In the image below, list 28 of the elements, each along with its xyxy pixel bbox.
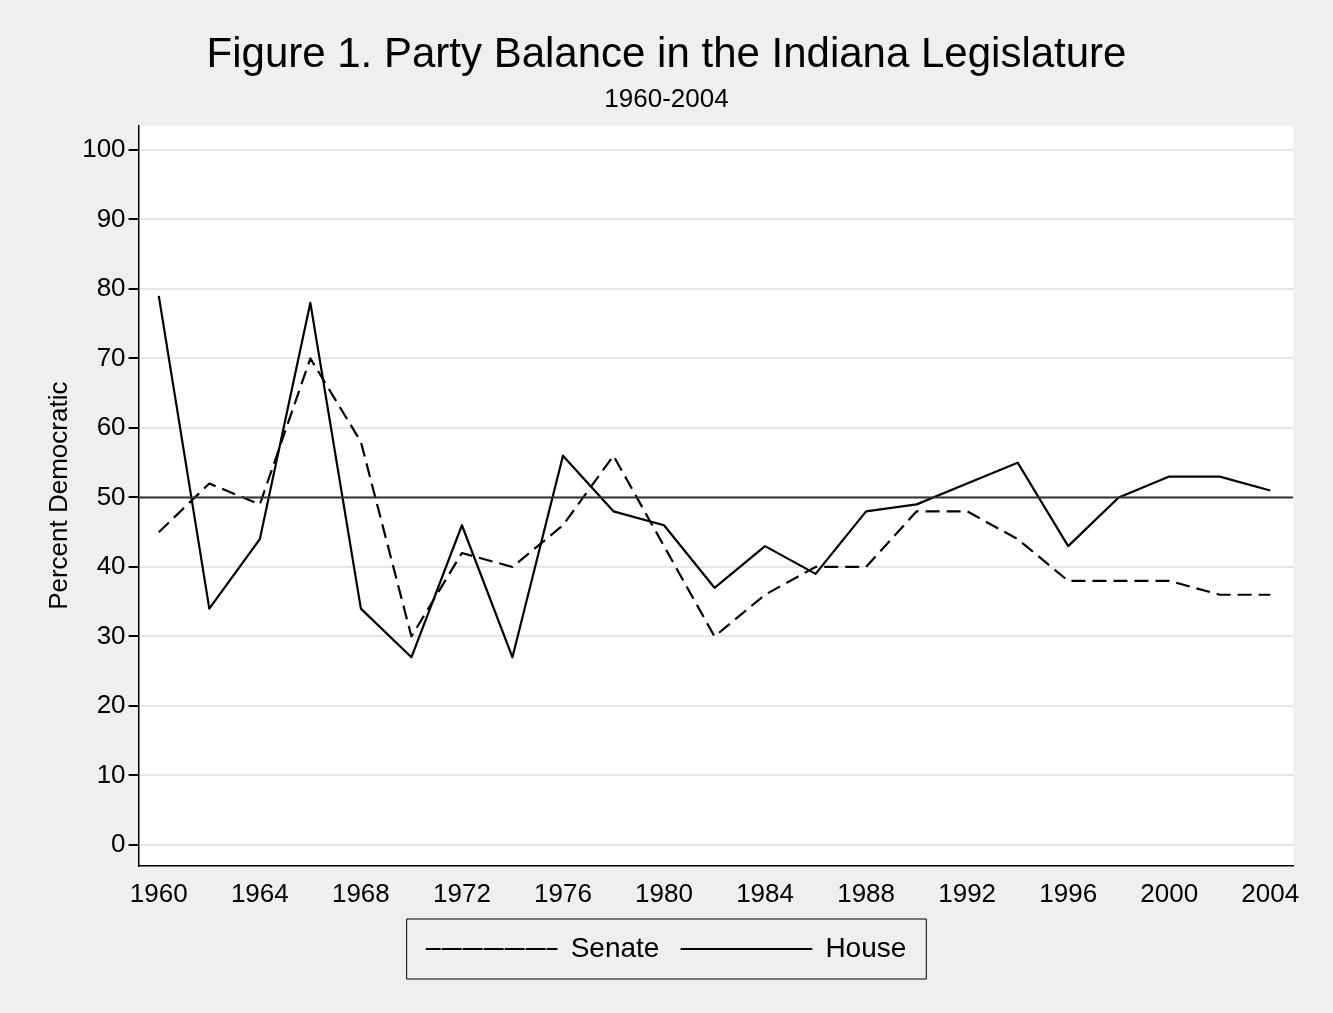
y-tick-label: 60 [96, 411, 126, 442]
y-tick-label: 80 [96, 272, 126, 303]
y-tick-label: 20 [96, 689, 126, 720]
y-tick-label: 100 [82, 133, 126, 164]
x-tick-label: 1984 [736, 877, 794, 908]
chart-subtitle: 1960-2004 [604, 83, 729, 114]
y-tick-label: 70 [96, 341, 126, 372]
y-axis-title: Percent Democratic [42, 381, 73, 610]
y-tick-label: 0 [111, 828, 126, 859]
x-tick-label: 2004 [1241, 877, 1300, 908]
x-tick-label: 1972 [433, 877, 491, 908]
x-tick-label: 2000 [1140, 877, 1199, 908]
y-tick-label: 50 [96, 480, 126, 511]
x-tick-label: 1964 [230, 877, 289, 908]
x-tick-label: 1968 [331, 877, 390, 908]
x-tick-label: 1996 [1039, 877, 1098, 908]
x-tick-label: 1992 [938, 877, 997, 908]
x-tick-label: 1988 [837, 877, 896, 908]
legend-label: Senate [570, 931, 660, 963]
x-tick-label: 1976 [534, 877, 592, 908]
y-tick-label: 40 [96, 550, 126, 581]
y-tick-label: 30 [96, 619, 126, 650]
chart-title: Figure 1. Party Balance in the Indiana Legislature [206, 28, 1127, 76]
x-tick-label: 1960 [129, 877, 188, 908]
legend-label: House [825, 931, 907, 963]
x-tick-label: 1980 [635, 877, 693, 908]
y-tick-label: 90 [96, 202, 126, 233]
y-tick-label: 10 [96, 758, 126, 789]
